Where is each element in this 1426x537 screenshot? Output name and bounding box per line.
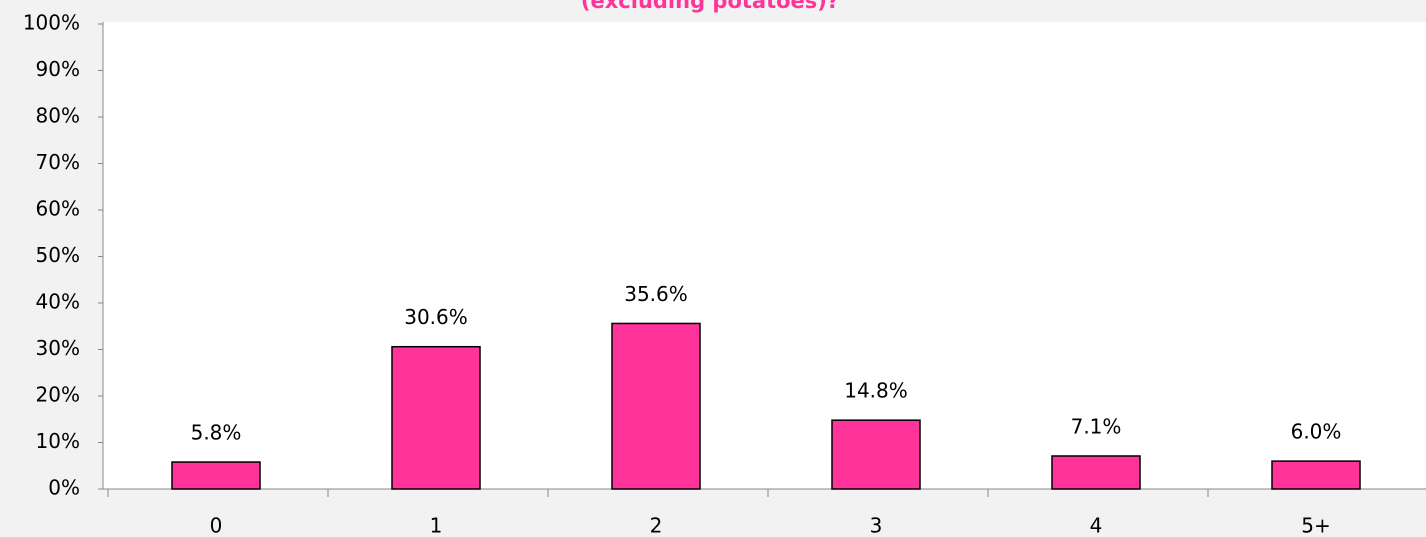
x-tick-label: 1: [430, 514, 443, 537]
value-label: 5.8%: [191, 421, 242, 445]
bar: [1051, 455, 1141, 490]
y-tick-label: 0%: [48, 476, 80, 500]
x-tick-label: 3: [870, 514, 883, 537]
value-label: 7.1%: [1071, 414, 1122, 438]
x-tick-label: 0: [210, 514, 223, 537]
value-label: 35.6%: [624, 282, 688, 306]
y-tick-label: 40%: [36, 290, 80, 314]
bar: [611, 322, 701, 490]
y-tick-label: 30%: [36, 336, 80, 360]
y-tick-label: 60%: [36, 197, 80, 221]
value-label: 14.8%: [844, 379, 908, 403]
chart-title: (excluding potatoes)?: [581, 0, 839, 13]
value-label: 30.6%: [404, 305, 468, 329]
y-tick-label: 70%: [36, 150, 80, 174]
y-tick-label: 50%: [36, 243, 80, 267]
x-tick-label: 4: [1090, 514, 1103, 537]
x-tick-label: 2: [650, 514, 663, 537]
plot-area: [103, 22, 1426, 489]
y-tick-label: 20%: [36, 383, 80, 407]
y-tick-label: 10%: [36, 429, 80, 453]
bar: [391, 345, 481, 490]
bar: [831, 419, 921, 490]
y-tick-label: 90%: [36, 57, 80, 81]
x-tick-label: 5+: [1301, 514, 1330, 537]
value-label: 6.0%: [1291, 420, 1342, 444]
bar: [171, 461, 261, 490]
y-tick-label: 80%: [36, 104, 80, 128]
y-tick-label: 100%: [23, 11, 80, 35]
bar: [1271, 460, 1361, 490]
